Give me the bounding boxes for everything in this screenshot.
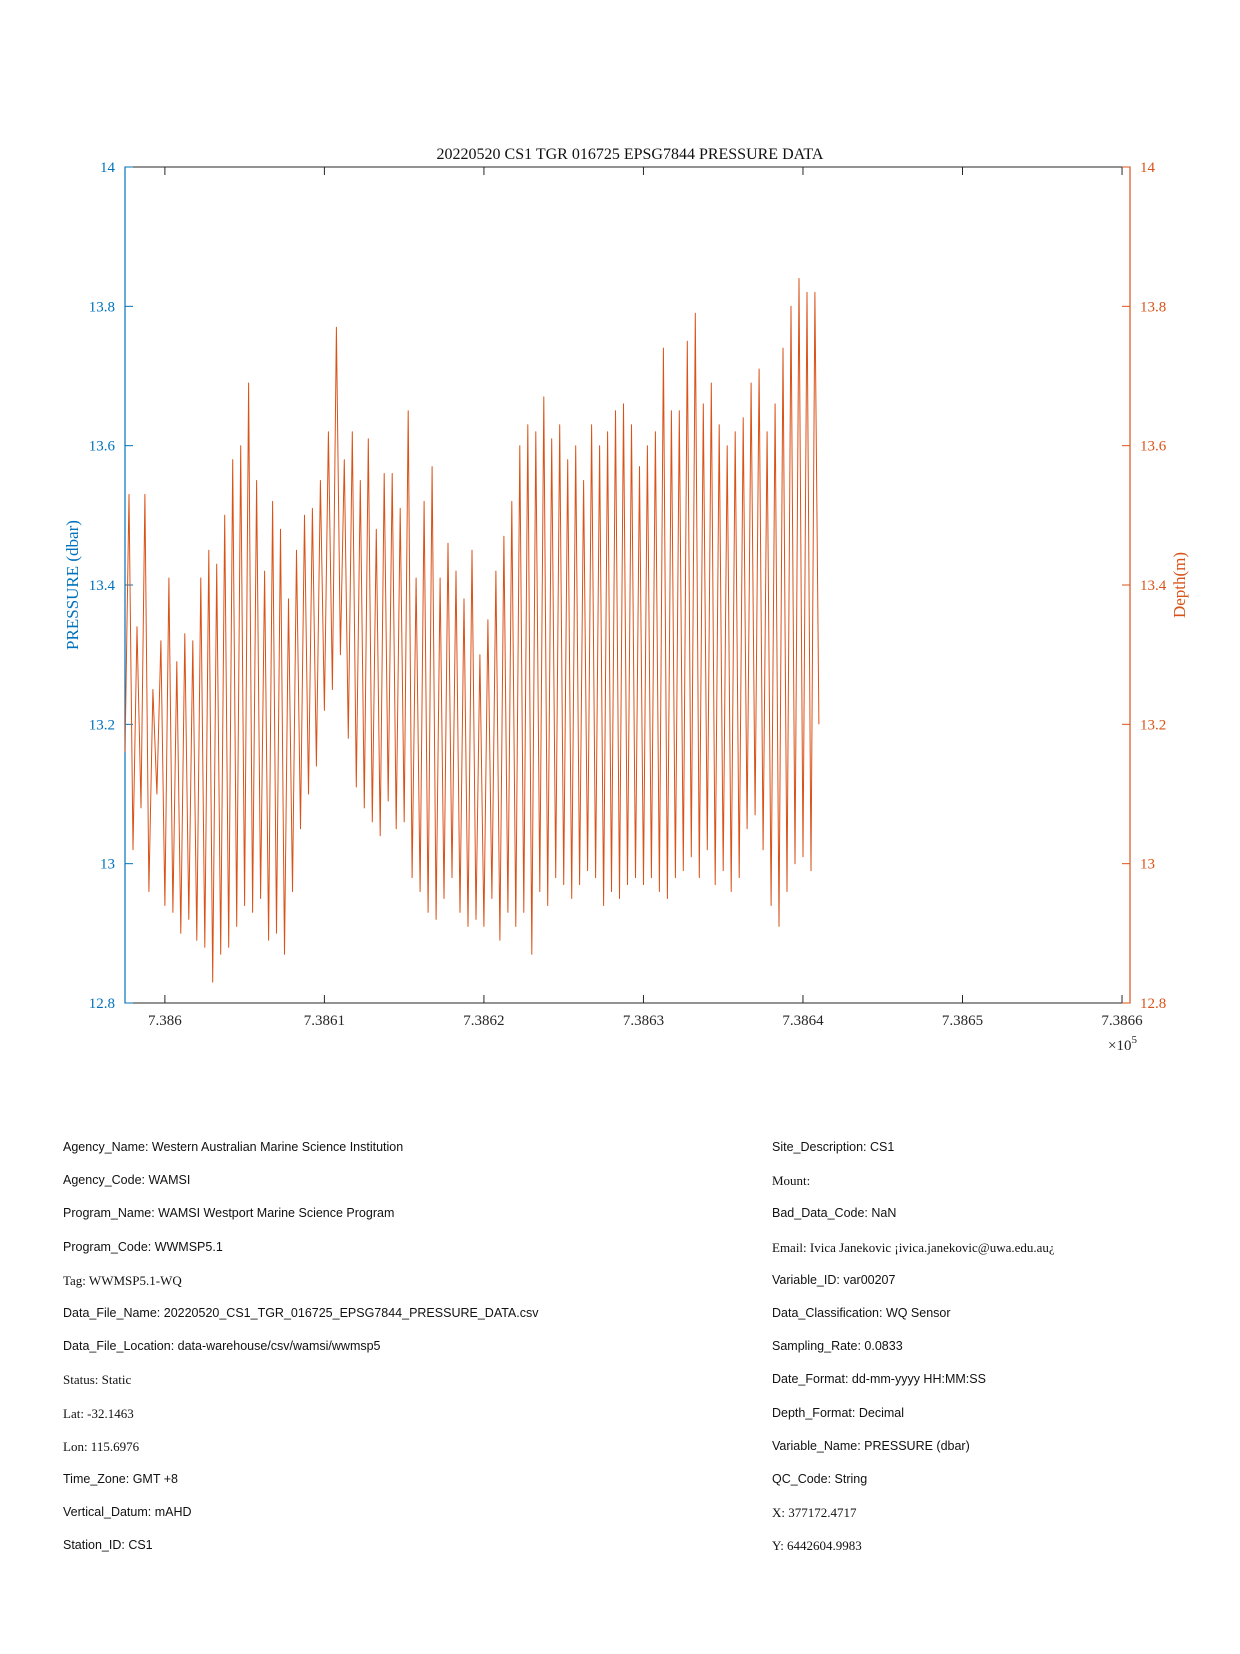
series-group xyxy=(124,278,820,983)
x-tick-label: 7.3866 xyxy=(1101,1013,1143,1029)
y-tick-label-left: 13.4 xyxy=(89,578,116,594)
x-ticks: 7.386 7.3861 7.3862 7.3863 7.3864 7.3865 7.386… xyxy=(148,167,1143,1029)
y-tick-label-right: 13.4 xyxy=(1140,578,1167,594)
metadata-field: Agency_Code: WAMSI xyxy=(63,1173,191,1188)
y-tick-label-left: 13.6 xyxy=(89,439,116,455)
y-tick-label-left: 12.8 xyxy=(89,996,115,1012)
x-exponent-power: 5 xyxy=(1131,1034,1137,1046)
y-tick-label-left: 13 xyxy=(100,857,115,873)
metadata-field: Lat: -32.1463 xyxy=(63,1405,134,1421)
metadata-field: Program_Name: WAMSI Westport Marine Scie… xyxy=(63,1206,395,1221)
metadata-field: Data_File_Name: 20220520_CS1_TGR_016725_… xyxy=(63,1306,539,1320)
y-tick-label-right: 13 xyxy=(1140,857,1155,873)
x-tick-label: 7.3863 xyxy=(623,1013,664,1029)
y-ticks: 12.8 12.8 13 13 13.2 13.2 13.4 13.4 13.6 13.6 13.8… xyxy=(89,160,1167,1012)
x-exponent-base: ×10 xyxy=(1108,1038,1131,1054)
x-tick-label: 7.3865 xyxy=(942,1013,983,1029)
chart-title: 20220520 CS1 TGR 016725 EPSG7844 PRESSUR… xyxy=(437,146,824,163)
y-axis-label-right: Depth(m) xyxy=(1170,552,1189,618)
y-tick-label-right: 13.8 xyxy=(1140,299,1166,315)
x-exponent: ×105 xyxy=(1108,1034,1137,1054)
pressure-chart: 20220520 CS1 TGR 016725 EPSG7844 PRESSUR… xyxy=(63,146,1189,1054)
metadata-field: Sampling_Rate: 0.0833 xyxy=(772,1339,903,1354)
y-tick-label-left: 13.2 xyxy=(89,717,115,733)
x-tick-label: 7.3864 xyxy=(782,1013,824,1029)
metadata-field: Date_Format: dd-mm-yyyy HH:MM:SS xyxy=(772,1372,986,1387)
metadata-field: Data_File_Location: data-warehouse/csv/w… xyxy=(63,1339,381,1354)
metadata-field: Y: 6442604.9983 xyxy=(772,1538,862,1554)
metadata-field: Status: Static xyxy=(63,1372,132,1388)
metadata-field: Time_Zone: GMT +8 xyxy=(63,1472,178,1486)
x-tick-label: 7.3862 xyxy=(463,1013,504,1029)
metadata-field: Mount: xyxy=(772,1173,811,1189)
metadata-field: QC_Code: String xyxy=(772,1472,868,1486)
y-tick-label-left: 13.8 xyxy=(89,299,115,315)
metadata-field: Variable_ID: var00207 xyxy=(772,1272,896,1287)
y-tick-label-right: 13.2 xyxy=(1140,717,1166,733)
metadata-field: Tag: WWMSP5.1-WQ xyxy=(63,1272,182,1288)
x-tick-label: 7.386 xyxy=(148,1013,182,1029)
y-tick-label-right: 14 xyxy=(1140,160,1156,176)
y-tick-label-right: 12.8 xyxy=(1140,996,1166,1012)
metadata-field: Station_ID: CS1 xyxy=(63,1538,153,1553)
metadata-field: Site_Description: CS1 xyxy=(772,1140,895,1154)
metadata-field: Variable_Name: PRESSURE (dbar) xyxy=(772,1438,970,1453)
y-tick-label-left: 14 xyxy=(100,160,116,176)
metadata-field: Agency_Name: Western Australian Marine S… xyxy=(63,1140,404,1154)
metadata-field: Vertical_Datum: mAHD xyxy=(63,1505,192,1520)
x-tick-label: 7.3861 xyxy=(304,1013,345,1029)
metadata-field: Program_Code: WWMSP5.1 xyxy=(63,1239,223,1254)
metadata-field: Depth_Format: Decimal xyxy=(772,1405,904,1420)
metadata-field: Bad_Data_Code: NaN xyxy=(772,1206,897,1221)
y-tick-label-right: 13.6 xyxy=(1140,439,1167,455)
metadata-field: Email: Ivica Janekovic ¡ivica.janekovic@… xyxy=(772,1239,1055,1255)
y-axis-label-left: PRESSURE (dbar) xyxy=(63,520,82,650)
metadata-field: X: 377172.4717 xyxy=(772,1505,857,1521)
metadata-field: Data_Classification: WQ Sensor xyxy=(772,1306,951,1320)
metadata-field: Lon: 115.6976 xyxy=(63,1438,140,1454)
pressure-series-line xyxy=(124,278,820,983)
